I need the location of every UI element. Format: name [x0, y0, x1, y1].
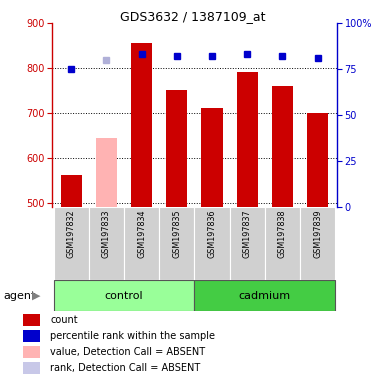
Text: GSM197839: GSM197839	[313, 210, 322, 258]
Text: GSM197832: GSM197832	[67, 210, 76, 258]
Bar	[124, 207, 159, 280]
Bar	[307, 113, 328, 207]
Text: GSM197835: GSM197835	[172, 210, 181, 258]
Text: rank, Detection Call = ABSENT: rank, Detection Call = ABSENT	[50, 363, 200, 373]
Text: GSM197834: GSM197834	[137, 210, 146, 258]
Text: control: control	[105, 291, 143, 301]
Text: cadmium: cadmium	[239, 291, 291, 301]
Bar	[89, 207, 124, 280]
Bar	[194, 280, 335, 311]
Bar	[54, 280, 194, 311]
Bar	[194, 207, 229, 280]
Text: GSM197838: GSM197838	[278, 210, 287, 258]
Text: ▶: ▶	[32, 291, 41, 301]
Bar	[159, 207, 194, 280]
Bar	[131, 43, 152, 207]
Text: GDS3632 / 1387109_at: GDS3632 / 1387109_at	[120, 10, 265, 23]
Bar	[54, 207, 89, 280]
Bar	[272, 86, 293, 207]
Bar	[61, 175, 82, 207]
Text: value, Detection Call = ABSENT: value, Detection Call = ABSENT	[50, 347, 205, 357]
Text: agent: agent	[4, 291, 36, 301]
Text: count: count	[50, 315, 78, 325]
Bar	[265, 207, 300, 280]
Bar	[166, 91, 187, 207]
Bar	[23, 330, 40, 342]
Text: GSM197837: GSM197837	[243, 210, 252, 258]
Text: percentile rank within the sample: percentile rank within the sample	[50, 331, 215, 341]
Bar	[237, 71, 258, 207]
Bar	[23, 362, 40, 374]
Text: GSM197836: GSM197836	[208, 210, 216, 258]
Text: GSM197833: GSM197833	[102, 210, 111, 258]
Bar	[229, 207, 265, 280]
Bar	[23, 314, 40, 326]
Bar	[201, 108, 223, 207]
Bar	[96, 138, 117, 207]
Bar	[23, 346, 40, 358]
Bar	[300, 207, 335, 280]
